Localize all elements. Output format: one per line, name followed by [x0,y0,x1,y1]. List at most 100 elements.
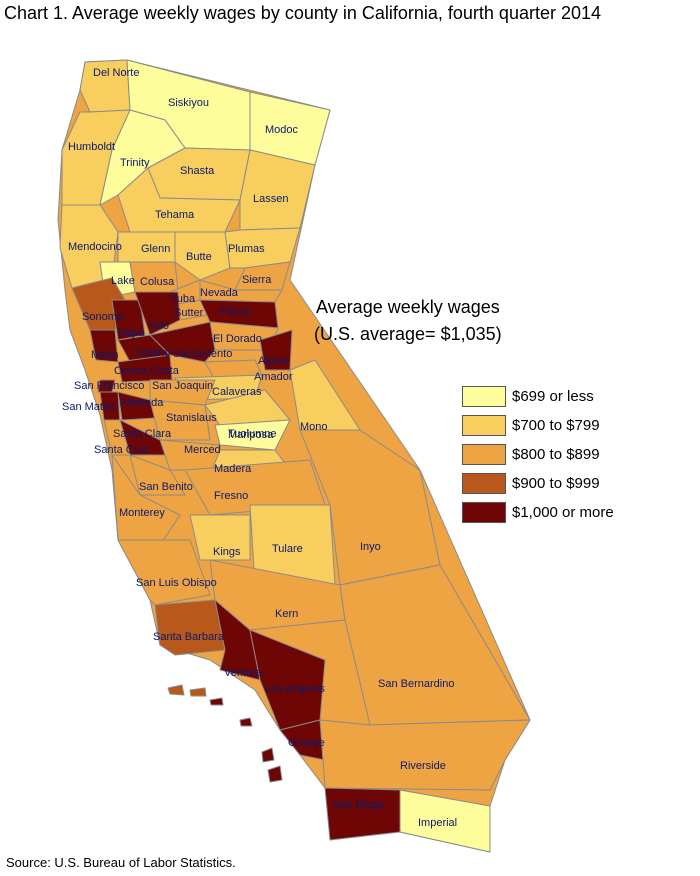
county-label-imperial: Imperial [418,817,457,829]
legend-item: $699 or less [462,382,614,411]
county-kern [209,559,346,631]
legend-swatch [462,444,506,465]
county-label-modoc: Modoc [265,124,299,136]
county-label-plumas: Plumas [228,243,265,255]
county-ventura [214,599,261,681]
county-butte [174,231,231,281]
county-label-san-benito: San Benito [139,481,193,493]
county-label-yuba: Yuba [170,293,196,305]
county-label-glenn: Glenn [141,243,170,255]
county-label-lassen: Lassen [253,193,288,205]
county-imperial [399,789,491,853]
county-label-yolo: Yolo [148,320,169,332]
county-label-mariposa: Mariposa [228,429,274,441]
county-label-tuolumne: Tuolumne [228,428,277,440]
county-label-monterey: Monterey [119,507,165,519]
legend-swatch [462,386,506,407]
county-san-luis-obispo [117,539,211,606]
county-label-placer: Placer [220,306,252,318]
county-label-el-dorado: El Dorado [213,333,262,345]
legend-item: $700 to $799 [462,411,614,440]
legend-swatch [462,473,506,494]
county-label-fresno: Fresno [214,490,248,502]
county-label-siskiyou: Siskiyou [168,97,209,109]
county-san-bernardino [339,564,531,726]
county-kings [189,514,251,561]
county-label-stanislaus: Stanislaus [166,412,217,424]
county-label-tulare: Tulare [272,543,303,555]
county-santa-barbara [154,599,226,656]
legend-label: $699 or less [512,388,594,405]
county-label-ventura: Ventura [224,667,263,679]
county-label-san-diego: San Diego [333,799,384,811]
source-note: Source: U.S. Bureau of Labor Statistics. [6,855,236,870]
county-yolo [134,291,181,336]
county-sacramento [149,321,216,363]
legend-item: $1,000 or more [462,498,614,527]
legend-label: $1,000 or more [512,504,614,521]
county-label-san-joaquin: San Joaquin [152,380,213,392]
county-label-kern: Kern [275,608,298,620]
county-label-calaveras: Calaveras [212,386,262,398]
county-label-santa-cruz: Santa Cruz [94,444,149,456]
county-napa [111,299,146,341]
county-labels: Del Norte Siskiyou Modoc Humboldt Trinity Sha… [62,67,457,829]
legend-subtitle: (U.S. average= $1,035) [314,324,502,344]
county-label-riverside: Riverside [400,760,446,772]
channel-island [239,717,253,727]
county-label-santa-clara: Santa Clara [113,428,172,440]
county-label-orange: Orange [288,737,325,749]
county-label-merced: Merced [184,444,221,456]
county-label-shasta: Shasta [180,165,215,177]
county-label-alameda: Alameda [120,397,164,409]
channel-island [209,697,224,706]
county-label-marin: Marin [91,349,119,361]
legend-item: $900 to $999 [462,469,614,498]
county-label-mendocino: Mendocino [68,241,122,253]
county-stanislaus [149,399,211,441]
county-monterey [111,454,181,546]
county-label-colusa: Colusa [140,276,175,288]
county-label-los-angeles: Los Angeles [265,683,325,695]
county-label-kings: Kings [213,546,241,558]
legend-title: Average weekly wages [316,297,500,317]
channel-island [167,684,185,696]
county-label-lake: Lake [111,275,135,287]
county-label-san-francisco: San Francisco [74,380,144,392]
county-label-sierra: Sierra [242,274,272,286]
county-label-nevada: Nevada [200,287,239,299]
legend-swatch [462,502,506,523]
county-label-butte: Butte [186,251,212,263]
county-label-sutter: Sutter [174,307,204,319]
county-label-del-norte: Del Norte [93,67,139,79]
county-label-alpine: Alpine [258,355,289,367]
legend-label: $900 to $999 [512,475,600,492]
legend-item: $800 to $899 [462,440,614,469]
county-label-napa: Napa [118,327,145,339]
county-label-san-mateo: San Mateo [62,401,115,413]
county-label-inyo: Inyo [360,541,381,553]
channel-island [267,765,283,783]
channel-island [189,687,207,697]
county-label-sonoma: Sonoma [82,311,124,323]
channel-island [261,747,275,763]
county-label-humboldt: Humboldt [68,141,115,153]
county-label-mono: Mono [300,421,328,433]
county-label-madera: Madera [214,463,252,475]
county-label-amador: Amador [254,371,293,383]
legend-label: $700 to $799 [512,417,600,434]
legend: $699 or less $700 to $799 $800 to $899 $… [462,382,614,527]
county-shapes [57,59,531,853]
legend-label: $800 to $899 [512,446,600,463]
county-label-sacramento: Sacramento [173,348,232,360]
county-label-tehama: Tehama [155,209,195,221]
county-san-benito [129,454,186,496]
county-label-trinity: Trinity [120,157,150,169]
county-label-contra-costa: Contra Costa [114,365,180,377]
county-san-diego [324,787,401,841]
county-label-santa-barbara: Santa Barbara [153,631,225,643]
legend-swatch [462,415,506,436]
county-label-solano: Solano [136,347,170,359]
chart-title: Chart 1. Average weekly wages by county … [4,3,602,23]
